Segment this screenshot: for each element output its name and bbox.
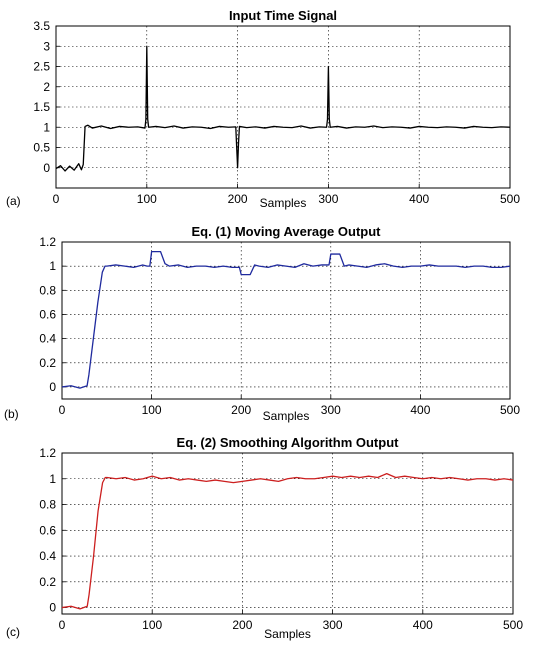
- chart-title: Input Time Signal: [229, 8, 337, 23]
- panel-label: (b): [4, 407, 19, 421]
- panel-label: (c): [6, 625, 20, 639]
- chart-title: Eq. (1) Moving Average Output: [192, 224, 382, 239]
- panel-1: 0 100 200 300 400 500 0 0.5 1 1.5 2 2.5 3 3.5 Input Ti…: [6, 8, 520, 210]
- y-tick-label: 1.2: [39, 446, 56, 460]
- y-tick-label: 0.2: [39, 356, 56, 370]
- x-tick-label: 0: [59, 618, 66, 632]
- y-tick-label: 3.5: [33, 19, 50, 33]
- y-tick-label: 1: [49, 259, 56, 273]
- x-tick-label: 100: [142, 403, 162, 417]
- x-tick-label: 200: [231, 403, 251, 417]
- y-tick-label: 1: [49, 472, 56, 486]
- y-tick-label: 0: [49, 601, 56, 615]
- y-tick-label: 1: [43, 120, 50, 134]
- panel-2: 0 100 200 300 400 500 0 0.2 0.4 0.6 0.8 1 1.2 Eq. (1)…: [4, 224, 520, 423]
- x-tick-label: 200: [232, 618, 252, 632]
- x-tick-label: 300: [323, 618, 343, 632]
- x-tick-label: 300: [318, 192, 338, 206]
- y-tick-label: 3: [43, 39, 50, 53]
- y-tick-label: 0.2: [39, 575, 56, 589]
- x-tick-label: 100: [142, 618, 162, 632]
- y-tick-label: 0: [49, 380, 56, 394]
- x-tick-label: 400: [413, 618, 433, 632]
- y-tick-label: 0.8: [39, 283, 56, 297]
- panel-label: (a): [6, 194, 21, 208]
- x-tick-label: 500: [500, 192, 520, 206]
- y-tick-label: 0.8: [39, 498, 56, 512]
- y-tick-label: 0.5: [33, 141, 50, 155]
- y-tick-label: 1.5: [33, 100, 50, 114]
- series-line: [61, 251, 511, 389]
- panel-3: 0 100 200 300 400 500 0 0.2 0.4 0.6 0.8 1 1.2 Eq. (2)…: [6, 435, 523, 641]
- x-tick-label: 0: [59, 403, 66, 417]
- y-tick-label: 0.4: [39, 332, 56, 346]
- x-tick-label: 400: [410, 403, 430, 417]
- y-tick-label: 2.5: [33, 60, 50, 74]
- y-tick-label: 2: [43, 80, 50, 94]
- series-line: [61, 472, 514, 610]
- x-tick-label: 300: [321, 403, 341, 417]
- plot-area: [55, 25, 511, 189]
- x-tick-label: 400: [409, 192, 429, 206]
- y-tick-label: 0.6: [39, 307, 56, 321]
- plot-area: [61, 452, 514, 615]
- x-axis-label: Samples: [263, 409, 310, 423]
- y-tick-label: 0.6: [39, 523, 56, 537]
- x-tick-label: 500: [500, 403, 520, 417]
- plot-area: [61, 241, 511, 400]
- y-tick-label: 1.2: [39, 235, 56, 249]
- y-tick-label: 0: [43, 161, 50, 175]
- x-tick-label: 500: [503, 618, 523, 632]
- chart-title: Eq. (2) Smoothing Algorithm Output: [177, 435, 400, 450]
- x-tick-label: 0: [53, 192, 60, 206]
- x-axis-label: Samples: [264, 627, 311, 641]
- y-tick-label: 0.4: [39, 549, 56, 563]
- series-line: [55, 45, 511, 172]
- x-axis-label: Samples: [260, 196, 307, 210]
- x-tick-label: 200: [228, 192, 248, 206]
- x-tick-label: 100: [137, 192, 157, 206]
